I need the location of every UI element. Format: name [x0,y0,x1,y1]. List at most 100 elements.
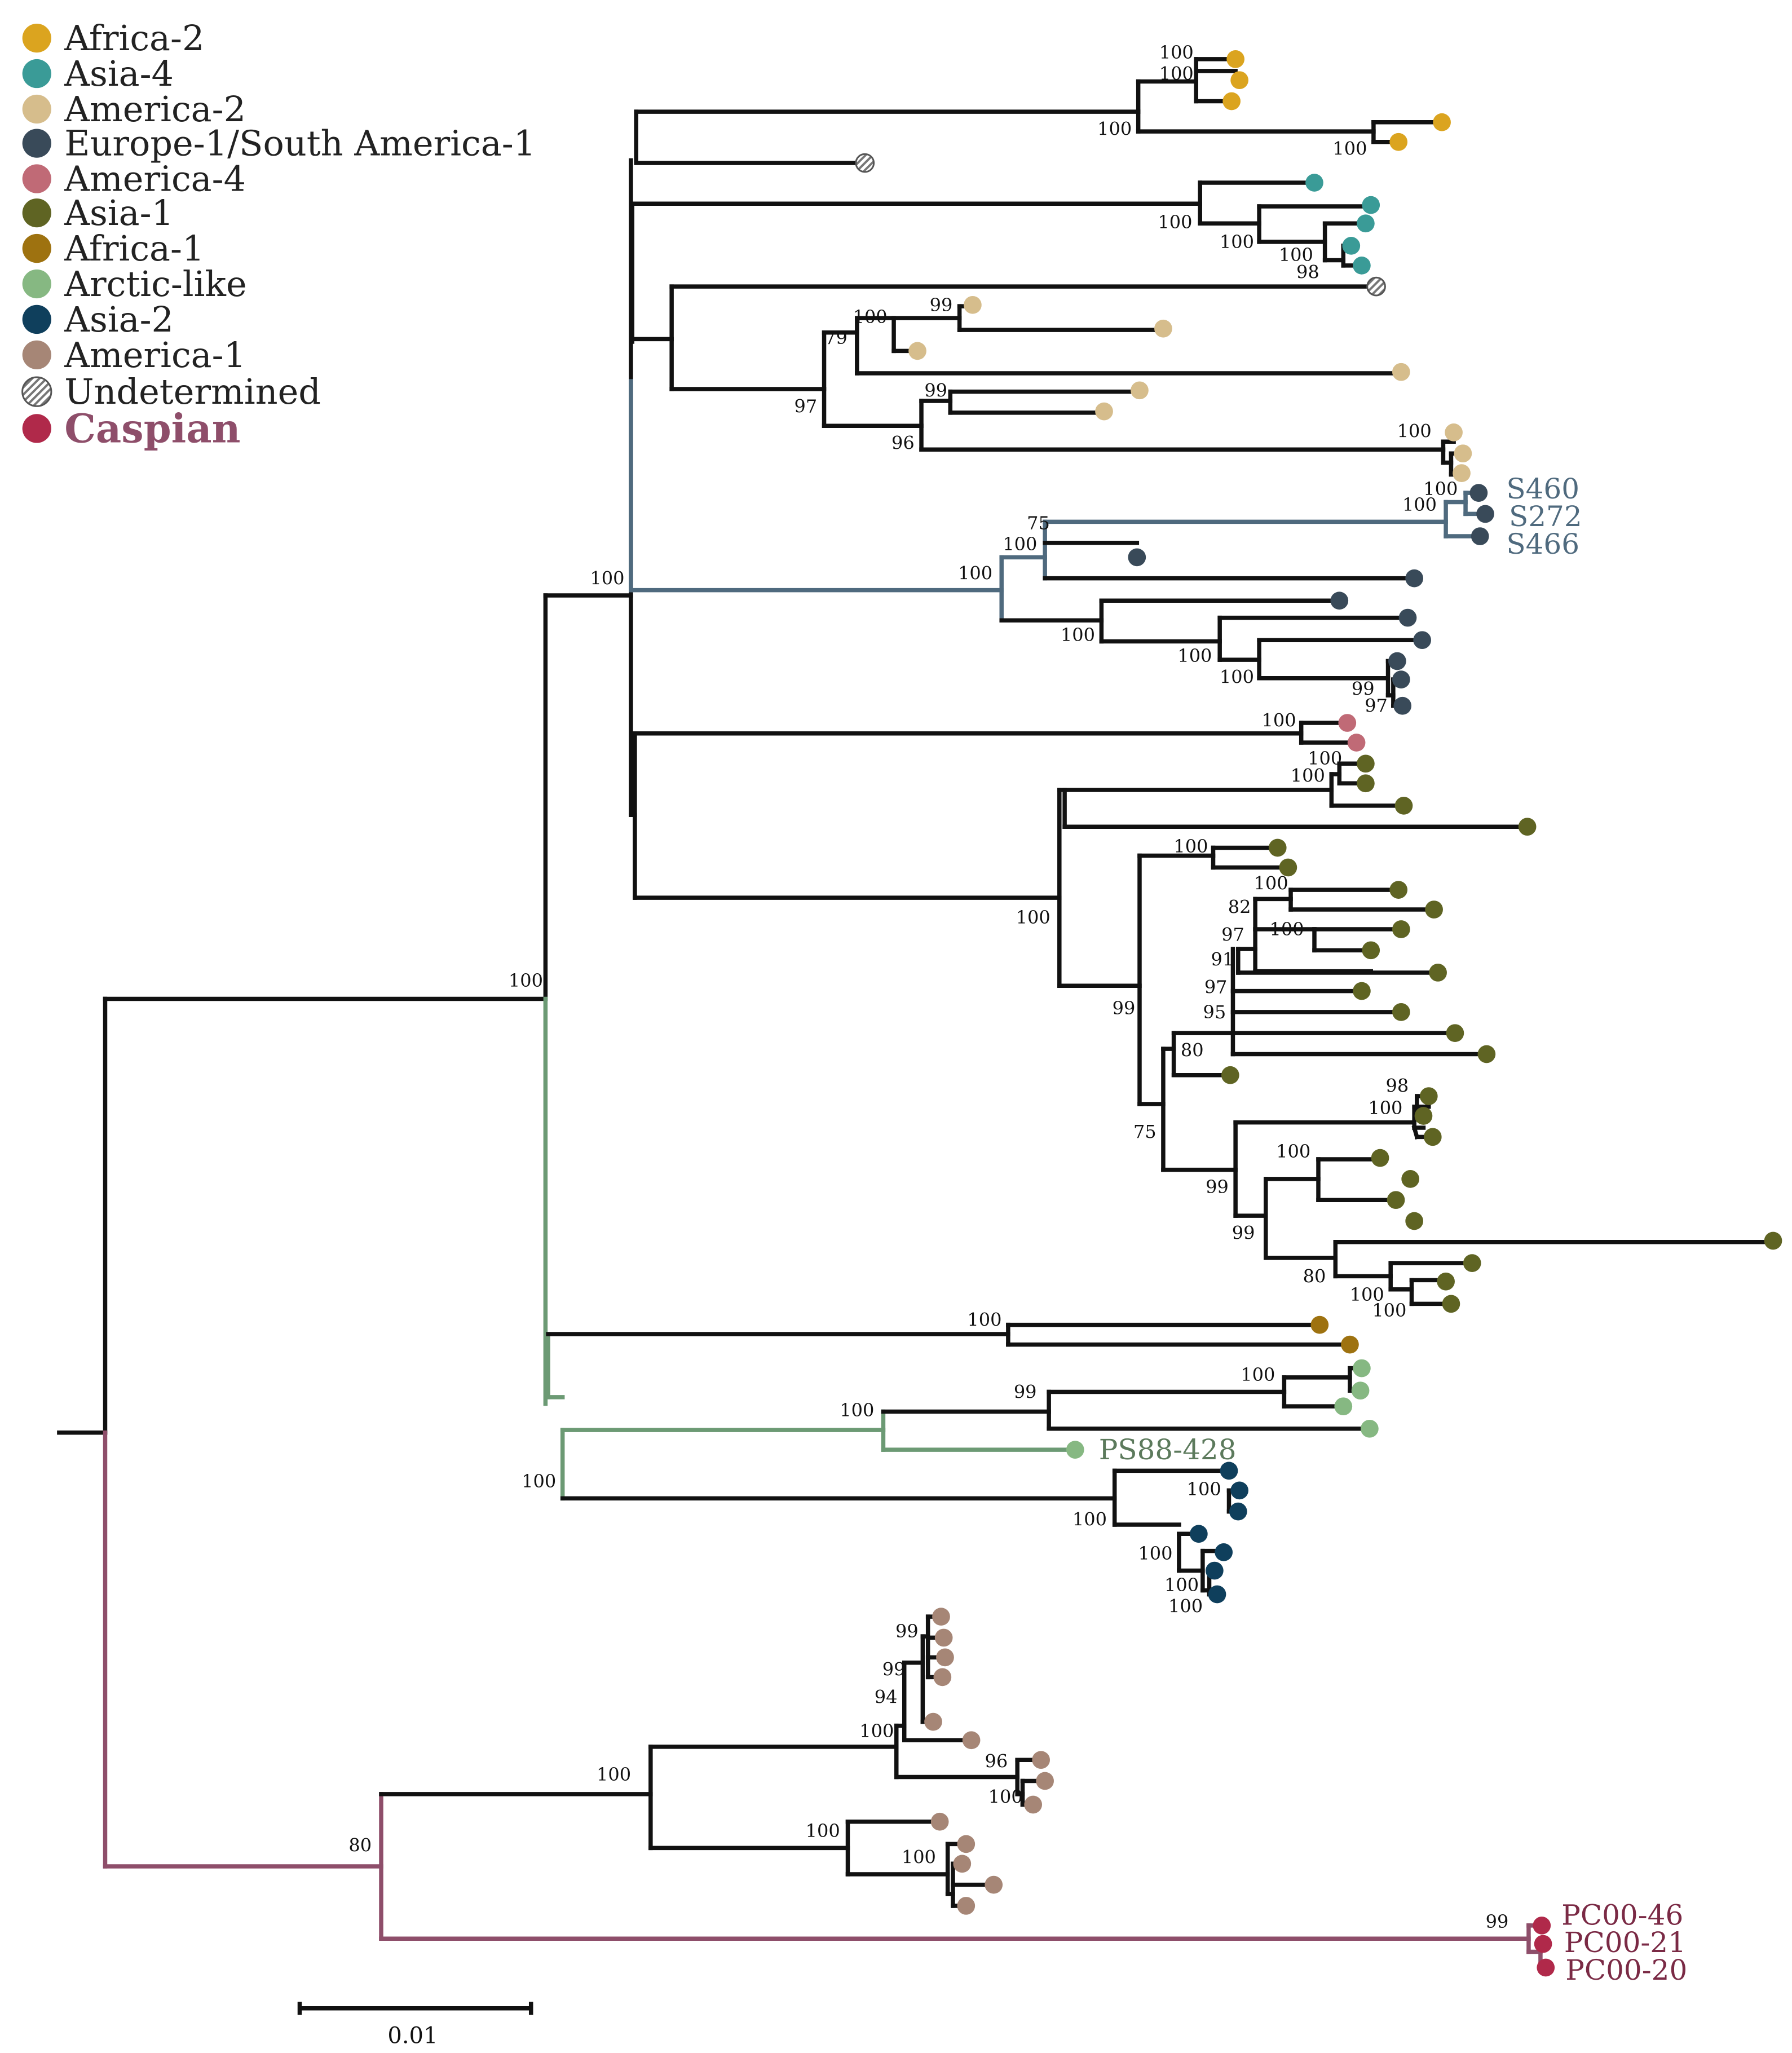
bootstrap-value: 100 [1061,624,1095,646]
bootstrap-value: 100 [1003,533,1037,555]
legend-item: America-4 [22,158,246,200]
tip-marker-icon [1353,982,1371,1000]
branch-line [1411,1125,1420,1140]
bootstrap-value: 97 [1221,924,1244,945]
tip-marker-icon [1405,569,1424,588]
tip-marker-icon [1357,214,1375,233]
tip-marker-icon [1446,1024,1464,1043]
bootstrap-value: 99 [1014,1381,1037,1403]
bootstrap-value: 91 [1211,949,1234,970]
tip-marker-icon [1537,1958,1555,1977]
legend-item: Asia-1 [22,192,174,233]
legend-color-dot-icon [22,340,51,370]
tip-marker-icon [1330,591,1349,610]
legend-label: Asia-1 [64,192,174,233]
bootstrap-value: 100 [1291,765,1325,786]
tip-marker-icon [1351,1381,1370,1400]
bootstrap-value: 100 [1138,1543,1172,1564]
bootstrap-value: 100 [1220,231,1254,253]
legend-label: Caspian [64,405,240,452]
legend-label: Africa-2 [64,17,204,59]
bootstrap-value: 82 [1228,896,1251,917]
legend-item: America-2 [22,89,246,130]
bootstrap-value: 100 [1308,748,1342,769]
tip-marker-icon [1454,444,1472,463]
bootstrap-value: 100 [988,1786,1023,1807]
bootstrap-value: 100 [1072,1509,1107,1530]
tip-marker-icon [1024,1795,1043,1814]
tip-marker-icon [1764,1231,1782,1250]
tip-marker-icon [1032,1751,1051,1769]
tip-marker-icon [1338,714,1357,732]
bootstrap-value: 100 [1168,1595,1203,1617]
legend-color-dot-icon [22,198,51,228]
tip-marker-icon [1268,838,1287,857]
tip-marker-icon [1469,484,1488,502]
bootstrap-value: 100 [597,1764,631,1785]
legend-color-dot-icon [22,59,51,89]
tip-marker-icon [1477,1045,1496,1063]
tip-label: PS88-428 [1099,1433,1237,1466]
tip-marker-icon [1534,1935,1552,1953]
tip-marker-icon [957,1897,976,1915]
bootstrap-value: 96 [891,432,915,454]
bootstrap-value: 80 [1303,1265,1326,1287]
tip-label: S466 [1506,528,1579,560]
bootstrap-value: 100 [1173,836,1208,857]
tip-marker-icon [1230,1481,1248,1500]
tip-marker-icon [1131,381,1149,400]
tip-marker-icon [1437,1272,1455,1291]
bootstrap-value: 100 [1177,645,1212,666]
tip-marker-icon [1419,1087,1438,1105]
tip-marker-icon [1392,363,1410,381]
legend-label: Europe-1/South America-1 [64,123,536,164]
tip-marker-icon [1205,1561,1224,1580]
legend-item: Undetermined [21,371,321,412]
legend-item: Asia-4 [22,53,174,94]
bootstrap-value: 100 [1159,63,1194,85]
tip-marker-icon [932,1608,950,1626]
tip-marker-icon [985,1875,1003,1894]
tip-marker-icon [1229,1502,1247,1521]
legend-label: Africa-1 [64,228,204,269]
bootstrap-value: 94 [875,1686,898,1707]
tip-marker-icon [1128,548,1146,567]
tip-marker-icon [1392,920,1410,938]
legend-color-dot-icon [22,233,51,263]
legend-item: Africa-1 [22,228,204,269]
legend-color-dot-icon [22,164,51,193]
tip-marker-icon [1463,1254,1481,1272]
tip-marker-icon [1433,113,1451,131]
bootstrap-value: 99 [1352,678,1375,699]
tip-marker-icon [1387,1191,1405,1209]
bootstrap-value: 100 [1262,709,1296,731]
bootstrap-value: 80 [1181,1039,1204,1061]
tip-marker-icon [1310,1315,1329,1334]
legend-label: Arctic-like [64,263,246,304]
tip-marker-icon [1388,652,1406,670]
tip-marker-icon [1215,1543,1233,1561]
tip-marker-icon [1066,1441,1084,1459]
tip-marker-icon [1405,1212,1424,1230]
bootstrap-value: 100 [1276,1141,1310,1162]
bootstrap-value: 100 [1016,907,1051,928]
bootstrap-value: 97 [1365,695,1388,717]
tip-marker-icon [1353,1359,1371,1378]
bootstrap-value: 100 [1332,138,1367,159]
bootstrap-value: 99 [1206,1176,1229,1198]
tip-marker-icon [934,1628,953,1647]
bootstrap-value: 100 [859,1720,894,1742]
tip-marker-icon [1389,133,1408,151]
legend-label: America-4 [64,158,246,200]
tip-marker-icon [1445,423,1463,441]
bootstrap-value: 75 [1133,1121,1157,1142]
legend-color-dot-icon [22,23,51,53]
legend-item: Africa-2 [22,17,204,59]
tip-marker-icon [964,295,982,314]
tip-marker-icon [936,1648,954,1667]
legend-label: Asia-4 [64,53,174,94]
bootstrap-value: 100 [509,970,543,991]
tip-marker-icon [1341,1335,1359,1354]
tip-label: S272 [1509,500,1582,533]
